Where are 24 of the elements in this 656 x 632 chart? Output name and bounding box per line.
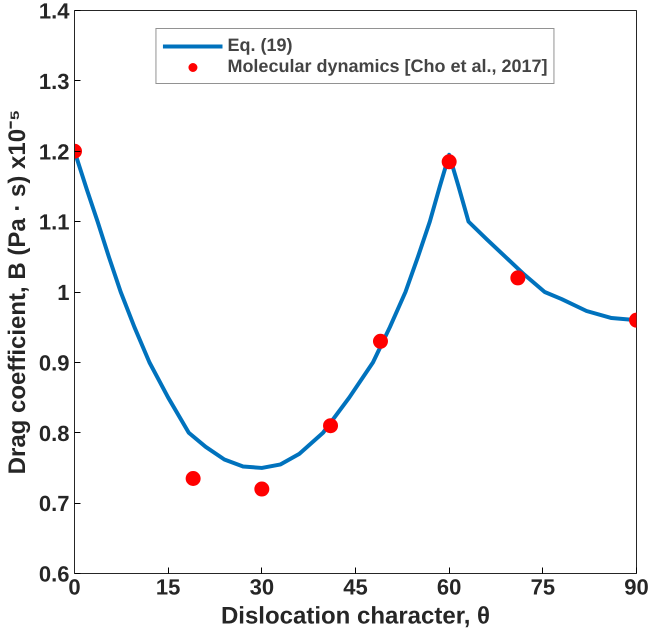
legend-label: Eq. (19) [227, 35, 292, 56]
x-tick-label: 75 [530, 574, 556, 600]
legend-label: Molecular dynamics [Cho et al., 2017] [227, 56, 548, 77]
y-tick-label: 0.9 [38, 350, 70, 376]
y-axis-title: Drag coefficient, B (Pa · s) x10⁻⁵ [4, 110, 31, 474]
x-tick-label: 15 [156, 574, 180, 600]
point [323, 418, 338, 434]
x-tick-label: 0 [68, 574, 81, 600]
y-tick-label: 1.4 [38, 0, 70, 24]
point [254, 482, 270, 497]
y-tick-label: 1.1 [38, 210, 70, 235]
point [372, 334, 388, 349]
y-tick-label: 1 [57, 280, 70, 305]
y-tick-label: 0.8 [38, 420, 70, 446]
point [442, 154, 457, 170]
y-tick-label: 0.7 [38, 491, 70, 516]
y-tick-label: 1.2 [38, 139, 70, 164]
x-tick-label: 90 [624, 574, 649, 600]
x-tick-label: 30 [250, 574, 274, 600]
x-axis-title: Dislocation character, θ [220, 602, 490, 630]
x-tick-label: 60 [436, 574, 462, 600]
y-tick-label: 1.3 [38, 68, 70, 94]
y-tick-label: 0.6 [38, 562, 70, 586]
x-tick-label: 45 [343, 574, 368, 600]
